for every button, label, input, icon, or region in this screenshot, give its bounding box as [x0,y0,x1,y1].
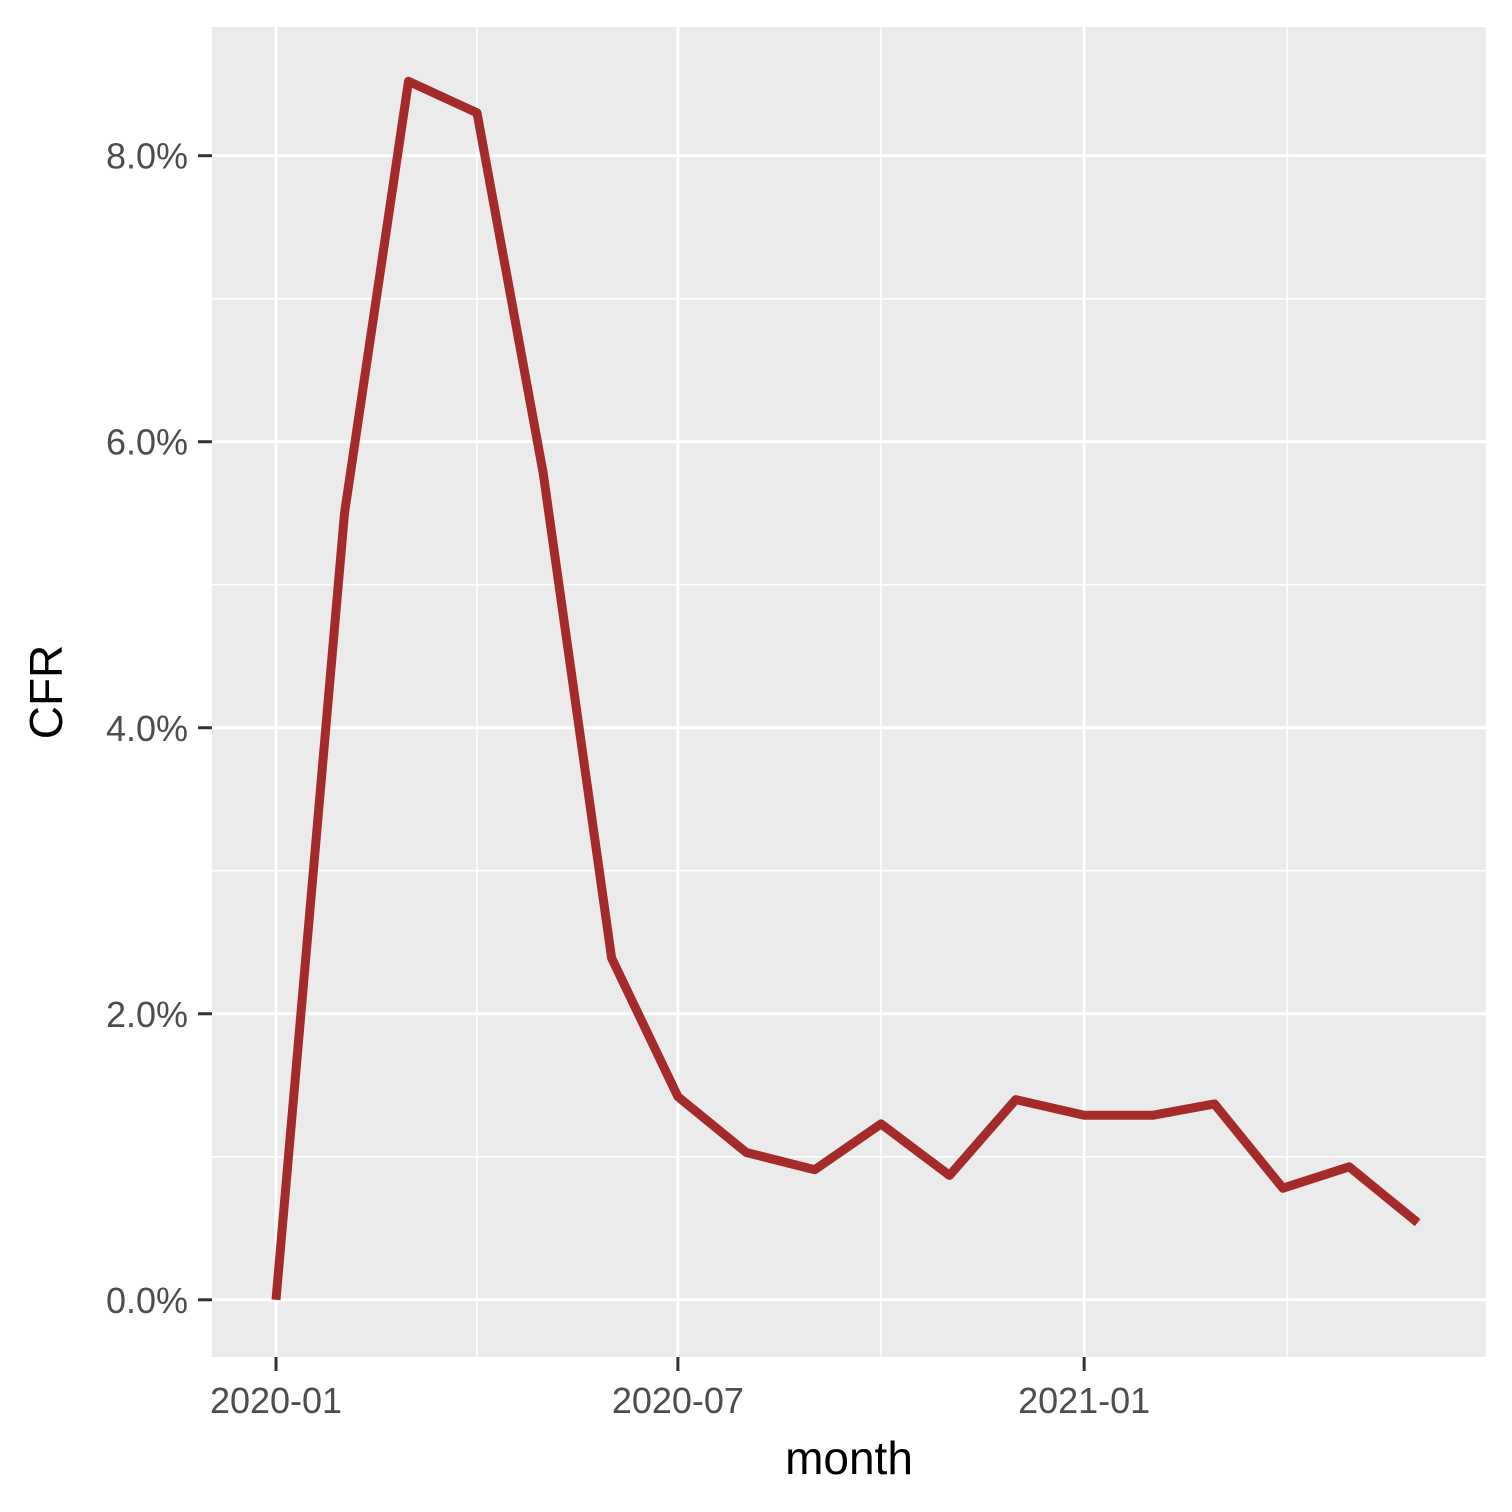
x-tick-label: 2021-01 [1018,1380,1150,1421]
y-tick-label: 4.0% [106,708,188,749]
y-tick-label: 2.0% [106,994,188,1035]
y-tick-label: 8.0% [106,136,188,177]
x-axis: 2020-01 2020-07 2021-01 [210,1357,1150,1421]
minor-gridlines [212,27,1486,1357]
y-tick-label: 0.0% [106,1280,188,1321]
major-gridlines [212,27,1486,1357]
y-tick-label: 6.0% [106,422,188,463]
y-axis: 0.0% 2.0% 4.0% 6.0% 8.0% [106,136,212,1321]
x-tick-label: 2020-01 [210,1380,342,1421]
x-axis-title: month [785,1432,913,1484]
series-layer [271,76,1421,1301]
y-axis-title: CFR [20,645,72,740]
cfr-series-line [271,76,1421,1301]
x-tick-label: 2020-07 [612,1380,744,1421]
plot-panel [212,27,1486,1357]
